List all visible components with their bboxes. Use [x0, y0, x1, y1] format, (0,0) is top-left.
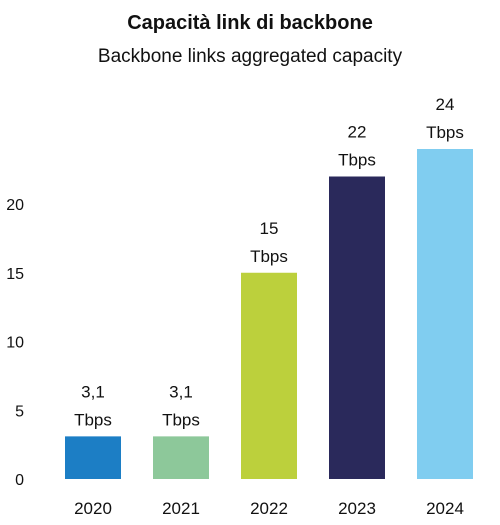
data-label-value: 15 [260, 219, 279, 238]
y-tick-label: 5 [15, 403, 24, 420]
data-label-unit: Tbps [250, 247, 288, 266]
bar-2020 [65, 436, 121, 479]
data-label-unit: Tbps [162, 410, 200, 429]
y-tick-label: 10 [6, 335, 24, 352]
data-label-value: 24 [436, 95, 455, 114]
bar-2023 [329, 176, 385, 479]
x-tick-label: 2021 [162, 499, 200, 518]
data-label-unit: Tbps [426, 123, 464, 142]
y-tick-label: 15 [6, 266, 24, 283]
bar-2022 [241, 272, 297, 479]
y-tick-label: 20 [6, 197, 24, 214]
data-label-value: 22 [348, 123, 367, 142]
data-label-unit: Tbps [74, 410, 112, 429]
data-label-unit: Tbps [338, 151, 376, 170]
bar-2021 [153, 436, 209, 479]
x-tick-label: 2023 [338, 499, 376, 518]
chart-title: Capacità link di backbone [127, 12, 373, 34]
y-tick-label: 0 [15, 472, 24, 489]
chart-subtitle: Backbone links aggregated capacity [97, 46, 403, 67]
bar-2024 [417, 149, 473, 479]
data-label-value: 3,1 [169, 382, 193, 401]
x-tick-label: 2022 [250, 499, 288, 518]
x-tick-label: 2024 [426, 499, 464, 518]
data-label-value: 3,1 [81, 382, 105, 401]
x-tick-label: 2020 [74, 499, 112, 518]
